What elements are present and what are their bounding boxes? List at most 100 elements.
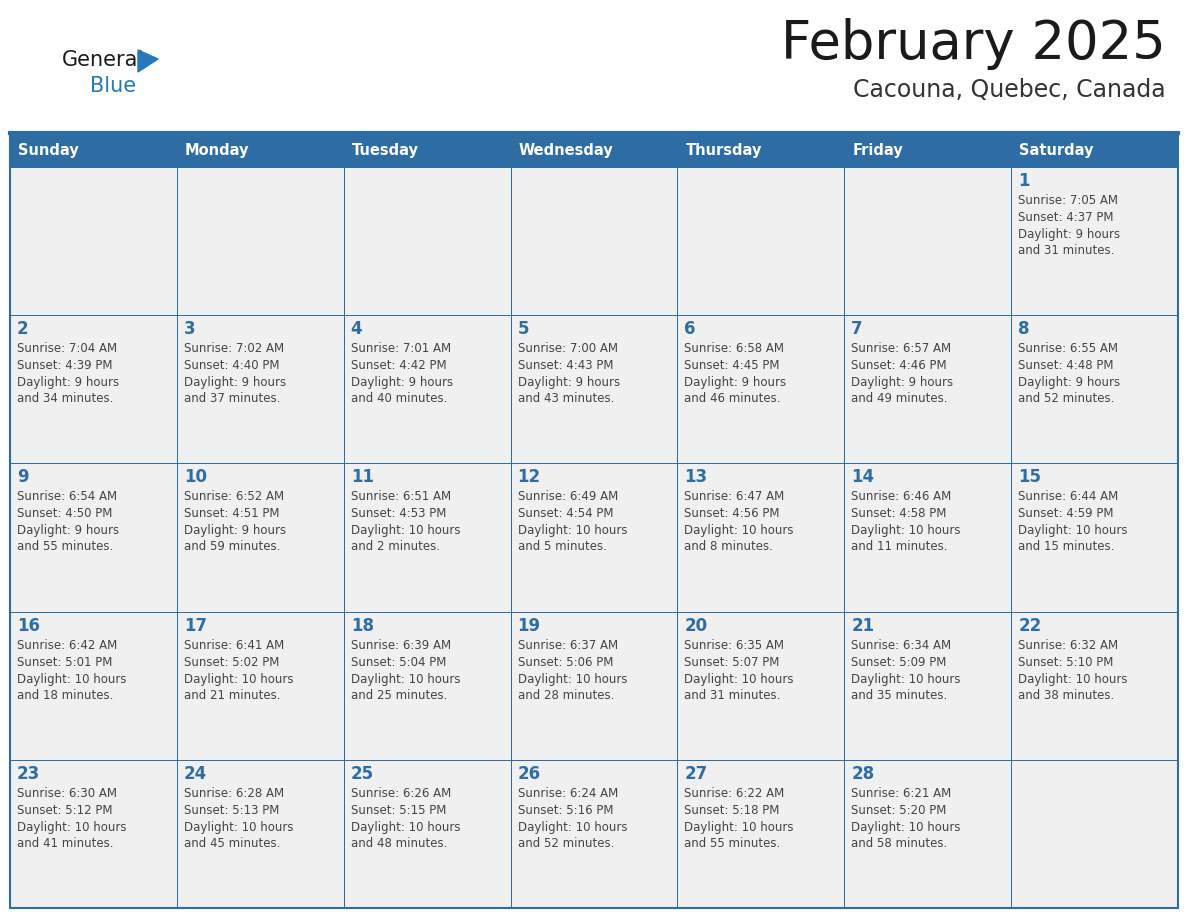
Text: Daylight: 10 hours: Daylight: 10 hours	[184, 821, 293, 834]
Text: 7: 7	[852, 320, 862, 338]
Text: 9: 9	[17, 468, 29, 487]
Bar	[845, 464, 1011, 611]
Text: Sunset: 4:58 PM: Sunset: 4:58 PM	[852, 508, 947, 521]
Text: Sunset: 4:59 PM: Sunset: 4:59 PM	[1018, 508, 1113, 521]
Text: Daylight: 10 hours: Daylight: 10 hours	[350, 524, 460, 537]
Text: Sunset: 5:16 PM: Sunset: 5:16 PM	[518, 804, 613, 817]
Bar	[511, 464, 677, 611]
Bar	[1011, 611, 1178, 760]
Text: Tuesday: Tuesday	[352, 142, 418, 158]
Text: and 55 minutes.: and 55 minutes.	[684, 837, 781, 850]
Text: and 8 minutes.: and 8 minutes.	[684, 541, 773, 554]
Text: Sunset: 4:39 PM: Sunset: 4:39 PM	[17, 359, 113, 372]
Text: 15: 15	[1018, 468, 1041, 487]
Text: and 55 minutes.: and 55 minutes.	[17, 541, 113, 554]
Bar	[1011, 464, 1178, 611]
Text: General: General	[62, 50, 144, 70]
Text: Sunset: 4:50 PM: Sunset: 4:50 PM	[17, 508, 113, 521]
Text: Daylight: 9 hours: Daylight: 9 hours	[852, 376, 954, 389]
Text: Saturday: Saturday	[1019, 142, 1094, 158]
Text: 11: 11	[350, 468, 374, 487]
Text: and 18 minutes.: and 18 minutes.	[17, 688, 113, 701]
Text: Sunset: 5:12 PM: Sunset: 5:12 PM	[17, 804, 113, 817]
Text: 25: 25	[350, 765, 374, 783]
Text: Sunset: 5:18 PM: Sunset: 5:18 PM	[684, 804, 779, 817]
Text: Sunrise: 6:28 AM: Sunrise: 6:28 AM	[184, 787, 284, 800]
Text: and 38 minutes.: and 38 minutes.	[1018, 688, 1114, 701]
Text: Sunrise: 6:52 AM: Sunrise: 6:52 AM	[184, 490, 284, 503]
Text: and 52 minutes.: and 52 minutes.	[518, 837, 614, 850]
Text: Sunrise: 7:02 AM: Sunrise: 7:02 AM	[184, 342, 284, 355]
Text: Sunrise: 7:04 AM: Sunrise: 7:04 AM	[17, 342, 118, 355]
Text: and 2 minutes.: and 2 minutes.	[350, 541, 440, 554]
Text: Sunset: 5:09 PM: Sunset: 5:09 PM	[852, 655, 947, 668]
Text: 20: 20	[684, 617, 708, 634]
Text: Daylight: 10 hours: Daylight: 10 hours	[518, 524, 627, 537]
Text: and 5 minutes.: and 5 minutes.	[518, 541, 606, 554]
Text: Sunrise: 6:49 AM: Sunrise: 6:49 AM	[518, 490, 618, 503]
Text: 26: 26	[518, 765, 541, 783]
Text: Daylight: 10 hours: Daylight: 10 hours	[852, 821, 961, 834]
Text: Daylight: 9 hours: Daylight: 9 hours	[518, 376, 620, 389]
Bar	[845, 315, 1011, 464]
Text: 28: 28	[852, 765, 874, 783]
Text: Daylight: 10 hours: Daylight: 10 hours	[852, 524, 961, 537]
Text: Sunrise: 6:42 AM: Sunrise: 6:42 AM	[17, 639, 118, 652]
Text: Blue: Blue	[90, 76, 137, 96]
Text: Friday: Friday	[852, 142, 903, 158]
Text: 8: 8	[1018, 320, 1030, 338]
Text: and 34 minutes.: and 34 minutes.	[17, 392, 113, 405]
Text: Sunset: 4:40 PM: Sunset: 4:40 PM	[184, 359, 279, 372]
Text: and 28 minutes.: and 28 minutes.	[518, 688, 614, 701]
Bar	[677, 315, 845, 464]
Text: Sunset: 4:54 PM: Sunset: 4:54 PM	[518, 508, 613, 521]
Text: Daylight: 9 hours: Daylight: 9 hours	[184, 524, 286, 537]
Text: Daylight: 10 hours: Daylight: 10 hours	[17, 821, 126, 834]
Text: Daylight: 10 hours: Daylight: 10 hours	[17, 673, 126, 686]
Text: Sunrise: 6:44 AM: Sunrise: 6:44 AM	[1018, 490, 1118, 503]
Text: Daylight: 10 hours: Daylight: 10 hours	[684, 673, 794, 686]
Bar	[511, 133, 677, 167]
Text: Monday: Monday	[185, 142, 249, 158]
Text: and 41 minutes.: and 41 minutes.	[17, 837, 114, 850]
Bar	[177, 760, 343, 908]
Text: 18: 18	[350, 617, 374, 634]
Bar	[1011, 315, 1178, 464]
Bar	[677, 133, 845, 167]
Text: Sunrise: 6:47 AM: Sunrise: 6:47 AM	[684, 490, 785, 503]
Text: 1: 1	[1018, 172, 1030, 190]
Bar	[10, 760, 177, 908]
Text: Sunrise: 6:21 AM: Sunrise: 6:21 AM	[852, 787, 952, 800]
Bar	[511, 315, 677, 464]
Bar	[511, 760, 677, 908]
Text: Sunset: 4:46 PM: Sunset: 4:46 PM	[852, 359, 947, 372]
Bar	[343, 611, 511, 760]
Text: Daylight: 10 hours: Daylight: 10 hours	[518, 821, 627, 834]
Text: Sunrise: 6:35 AM: Sunrise: 6:35 AM	[684, 639, 784, 652]
Text: and 31 minutes.: and 31 minutes.	[1018, 244, 1114, 257]
Bar	[343, 760, 511, 908]
Text: February 2025: February 2025	[782, 18, 1165, 70]
Polygon shape	[138, 50, 158, 72]
Text: Daylight: 10 hours: Daylight: 10 hours	[1018, 673, 1127, 686]
Text: Sunrise: 6:26 AM: Sunrise: 6:26 AM	[350, 787, 451, 800]
Text: Sunrise: 6:24 AM: Sunrise: 6:24 AM	[518, 787, 618, 800]
Text: Sunrise: 6:58 AM: Sunrise: 6:58 AM	[684, 342, 784, 355]
Bar	[511, 611, 677, 760]
Text: and 43 minutes.: and 43 minutes.	[518, 392, 614, 405]
Text: Sunset: 4:48 PM: Sunset: 4:48 PM	[1018, 359, 1113, 372]
Text: Sunrise: 6:57 AM: Sunrise: 6:57 AM	[852, 342, 952, 355]
Text: and 52 minutes.: and 52 minutes.	[1018, 392, 1114, 405]
Text: Sunrise: 6:30 AM: Sunrise: 6:30 AM	[17, 787, 116, 800]
Text: and 45 minutes.: and 45 minutes.	[184, 837, 280, 850]
Bar	[177, 464, 343, 611]
Text: Sunset: 5:13 PM: Sunset: 5:13 PM	[184, 804, 279, 817]
Bar	[845, 133, 1011, 167]
Text: Daylight: 10 hours: Daylight: 10 hours	[684, 821, 794, 834]
Bar	[845, 611, 1011, 760]
Bar	[177, 315, 343, 464]
Text: and 11 minutes.: and 11 minutes.	[852, 541, 948, 554]
Bar	[845, 167, 1011, 315]
Text: Sunset: 4:53 PM: Sunset: 4:53 PM	[350, 508, 446, 521]
Text: Daylight: 9 hours: Daylight: 9 hours	[1018, 376, 1120, 389]
